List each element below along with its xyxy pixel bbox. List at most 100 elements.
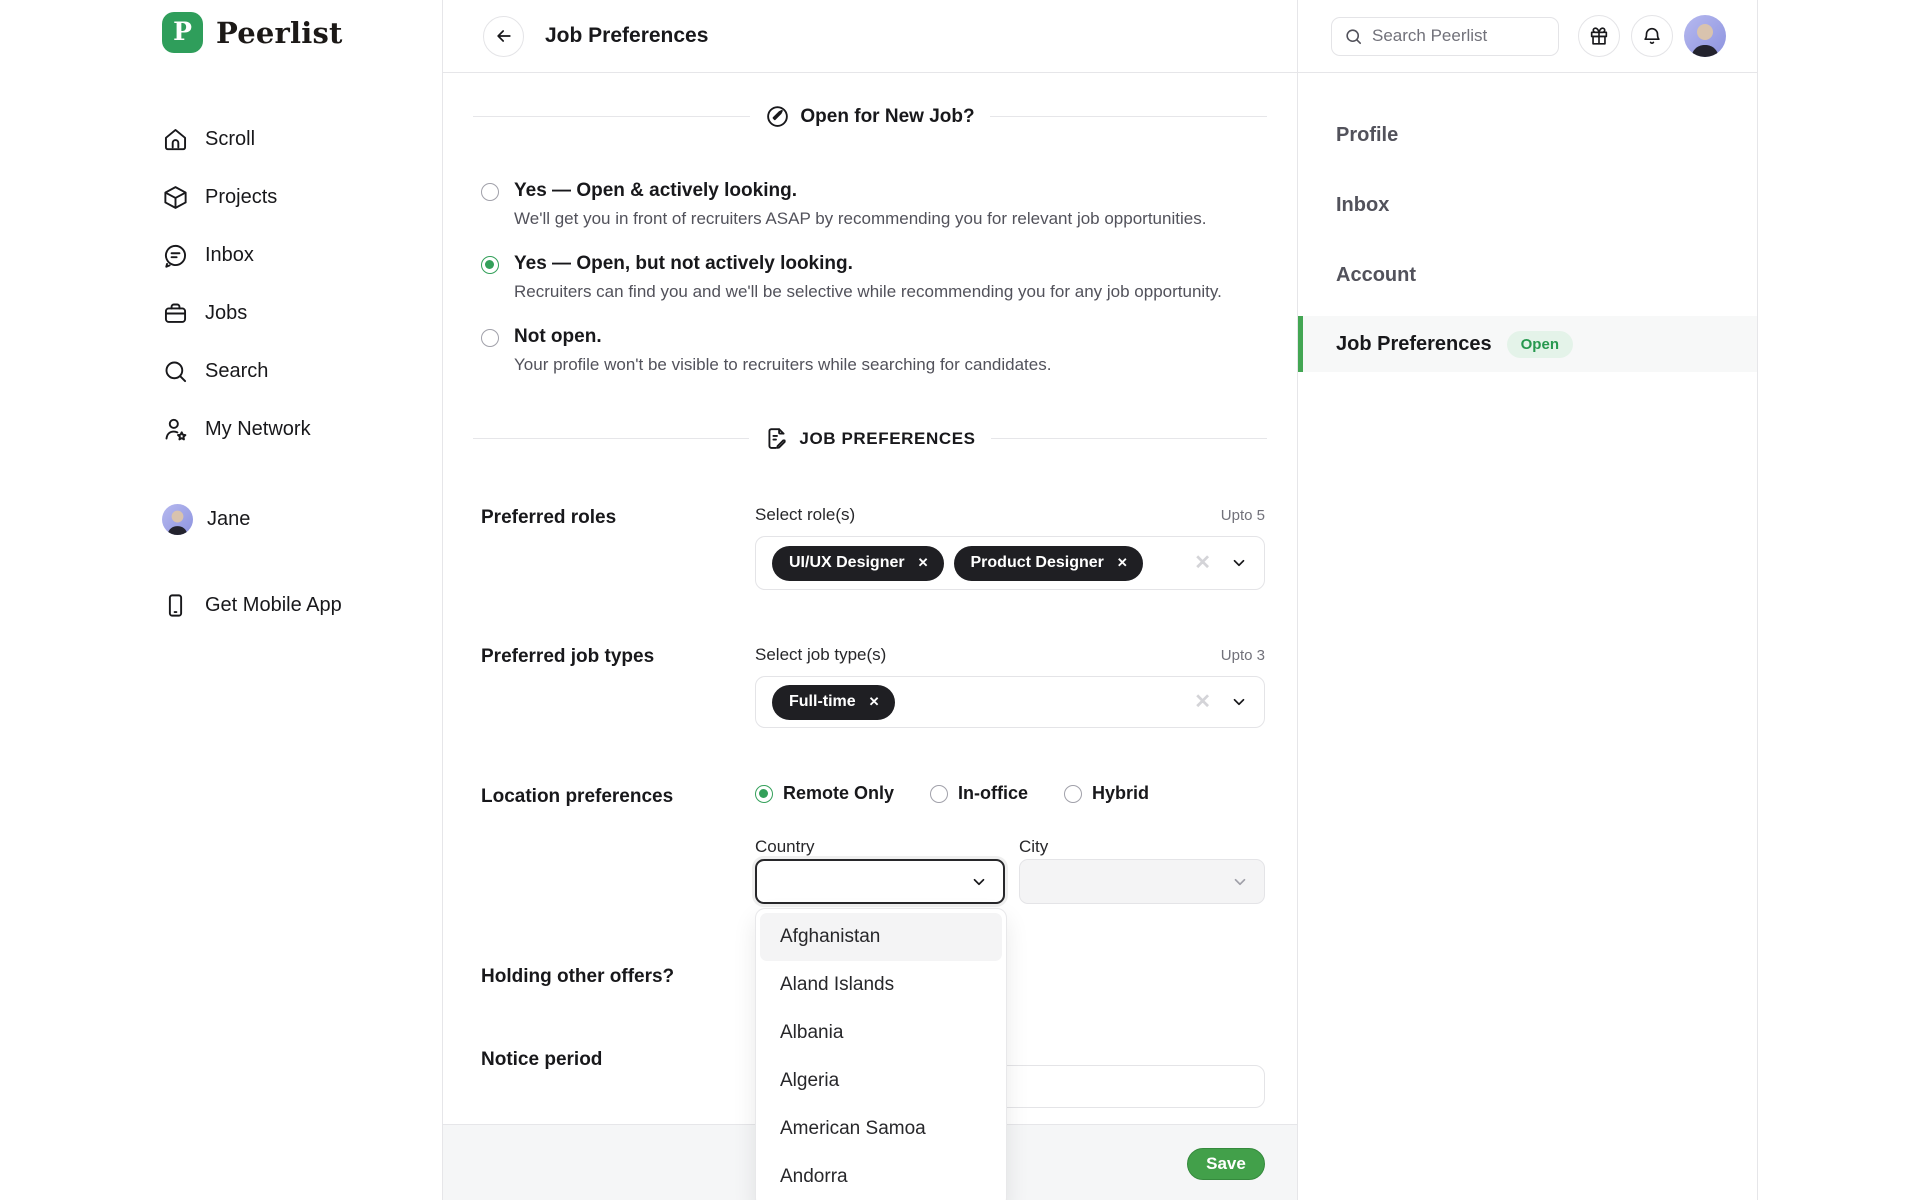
search-icon <box>1346 28 1362 44</box>
remove-chip-icon[interactable]: ✕ <box>1116 555 1128 570</box>
right-panel: Profile Inbox Account Job Preferences Op… <box>1298 0 1758 1200</box>
search-icon <box>162 358 189 385</box>
preferred-roles-multiselect[interactable]: UI/UX Designer ✕ Product Designer ✕ ✕ <box>755 536 1265 590</box>
chevron-down-icon <box>970 873 988 891</box>
open-for-new-job-header: Open for New Job? <box>473 104 1267 129</box>
role-chip-label: Product Designer <box>970 554 1104 571</box>
clear-all-icon[interactable]: ✕ <box>1194 691 1211 713</box>
radio-unselected-icon[interactable] <box>481 329 499 347</box>
gift-icon <box>1590 27 1608 45</box>
city-label: City <box>1019 837 1049 856</box>
select-roles-label: Select role(s) <box>755 505 856 524</box>
sidebar-item-jobs[interactable]: Jobs <box>162 284 442 342</box>
country-dropdown-list: Afghanistan Aland Islands Albania Algeri… <box>755 908 1007 1200</box>
main-content: Job Preferences Open for New Job? Yes — … <box>442 0 1298 1200</box>
notifications-button[interactable] <box>1631 15 1673 57</box>
city-select-disabled[interactable] <box>1019 859 1265 904</box>
save-button[interactable]: Save <box>1187 1148 1265 1180</box>
radio-option-remote-only[interactable]: Remote Only <box>755 783 894 804</box>
person-star-icon <box>162 416 189 443</box>
settings-nav-profile[interactable]: Profile <box>1336 123 1399 146</box>
sidebar-item-inbox[interactable]: Inbox <box>162 226 442 284</box>
sidebar-item-scroll[interactable]: Scroll <box>162 110 442 168</box>
location-radio-group: Remote Only In-office Hybrid <box>755 783 1149 804</box>
radio-option-description: Recruiters can find you and we'll be sel… <box>514 282 1222 301</box>
location-preferences-label: Location preferences <box>481 786 674 807</box>
radio-option-hybrid[interactable]: Hybrid <box>1064 783 1149 804</box>
sidebar-item-search[interactable]: Search <box>162 342 442 400</box>
radio-option-open-not-actively-looking[interactable]: Yes — Open, but not actively looking. Re… <box>481 253 1257 302</box>
preferred-job-types-multiselect[interactable]: Full-time ✕ ✕ <box>755 676 1265 728</box>
dropdown-option-algeria[interactable]: Algeria <box>780 1070 840 1091</box>
job-type-chip: Full-time ✕ <box>772 684 895 720</box>
chat-bubble-icon <box>162 242 189 269</box>
preferred-job-types-label: Preferred job types <box>481 646 655 667</box>
back-button[interactable] <box>483 15 524 57</box>
radio-option-title: Yes — Open & actively looking. <box>514 180 797 201</box>
sidebar-item-label: Scroll <box>205 127 256 150</box>
remove-chip-icon[interactable]: ✕ <box>868 694 880 709</box>
pen-circle-icon <box>767 106 789 127</box>
role-chip-label: UI/UX Designer <box>789 554 905 571</box>
radio-option-in-office[interactable]: In-office <box>930 783 1028 804</box>
top-bar <box>1298 0 1757 73</box>
radio-unselected-icon[interactable] <box>930 784 949 803</box>
chevron-down-icon[interactable] <box>1230 693 1248 711</box>
dropdown-option-afghanistan[interactable]: Afghanistan <box>760 913 1002 961</box>
peerlist-logo-icon: P <box>162 12 203 53</box>
job-types-limit-hint: Upto 3 <box>1220 646 1265 664</box>
get-mobile-app-link[interactable]: Get Mobile App <box>162 592 342 619</box>
document-pencil-icon <box>768 428 787 449</box>
arrow-left-icon <box>496 30 511 42</box>
remove-chip-icon[interactable]: ✕ <box>917 555 929 570</box>
dropdown-option-aland-islands[interactable]: Aland Islands <box>780 974 895 995</box>
left-sidebar: P Peerlist Scroll Projects Inbox <box>162 0 442 1200</box>
rewards-button[interactable] <box>1578 15 1620 57</box>
home-icon <box>162 126 189 153</box>
radio-selected-icon[interactable] <box>755 784 773 803</box>
global-search[interactable] <box>1331 16 1559 56</box>
preferred-roles-field-head: Select role(s) Upto 5 <box>755 505 1265 525</box>
sidebar-item-label: Projects <box>205 185 278 208</box>
dropdown-option-andorra[interactable]: Andorra <box>780 1166 848 1187</box>
radio-option-title: Not open. <box>514 326 602 347</box>
sidebar-nav: Scroll Projects Inbox Jobs <box>162 110 442 458</box>
divider-line <box>990 438 1268 439</box>
notice-period-label: Notice period <box>481 1049 603 1070</box>
radio-option-title: Yes — Open, but not actively looking. <box>514 253 853 274</box>
dropdown-option-albania[interactable]: Albania <box>780 1022 844 1043</box>
country-label: Country <box>755 837 815 856</box>
preferred-roles-label: Preferred roles <box>481 507 617 528</box>
get-mobile-app-label: Get Mobile App <box>205 594 342 616</box>
radio-unselected-icon[interactable] <box>481 183 499 201</box>
sidebar-item-profile-jane[interactable]: Jane <box>162 504 250 535</box>
radio-option-description: We'll get you in front of recruiters ASA… <box>514 209 1207 228</box>
chevron-down-icon[interactable] <box>1230 554 1248 572</box>
radio-option-not-open[interactable]: Not open. Your profile won't be visible … <box>481 326 1257 375</box>
user-avatar[interactable] <box>1684 15 1726 57</box>
radio-selected-icon[interactable] <box>481 256 499 274</box>
sidebar-item-label: Inbox <box>205 243 254 266</box>
sidebar-user-name: Jane <box>207 508 251 530</box>
settings-nav-inbox[interactable]: Inbox <box>1336 193 1390 216</box>
peerlist-logo[interactable]: P Peerlist <box>162 12 343 53</box>
dropdown-option-american-samoa[interactable]: American Samoa <box>780 1118 926 1139</box>
avatar <box>162 504 193 535</box>
radio-option-open-actively-looking[interactable]: Yes — Open & actively looking. We'll get… <box>481 180 1257 229</box>
country-select[interactable] <box>755 859 1005 904</box>
sidebar-item-my-network[interactable]: My Network <box>162 400 442 458</box>
peerlist-wordmark: Peerlist <box>216 15 343 50</box>
settings-nav-account[interactable]: Account <box>1336 263 1416 286</box>
radio-unselected-icon[interactable] <box>1064 784 1083 803</box>
sidebar-item-projects[interactable]: Projects <box>162 168 442 226</box>
job-preferences-section-header: JOB PREFERENCES <box>473 426 1268 451</box>
role-chip: Product Designer ✕ <box>953 545 1143 581</box>
search-input[interactable] <box>1372 26 1522 46</box>
bell-icon <box>1644 27 1660 44</box>
settings-nav-job-preferences[interactable]: Job Preferences Open <box>1298 316 1757 372</box>
page-header: Job Preferences <box>443 0 1297 73</box>
clear-all-icon[interactable]: ✕ <box>1194 552 1211 574</box>
section-title: JOB PREFERENCES <box>799 428 976 448</box>
mobile-phone-icon <box>162 592 189 619</box>
role-chip: UI/UX Designer ✕ <box>772 545 944 581</box>
